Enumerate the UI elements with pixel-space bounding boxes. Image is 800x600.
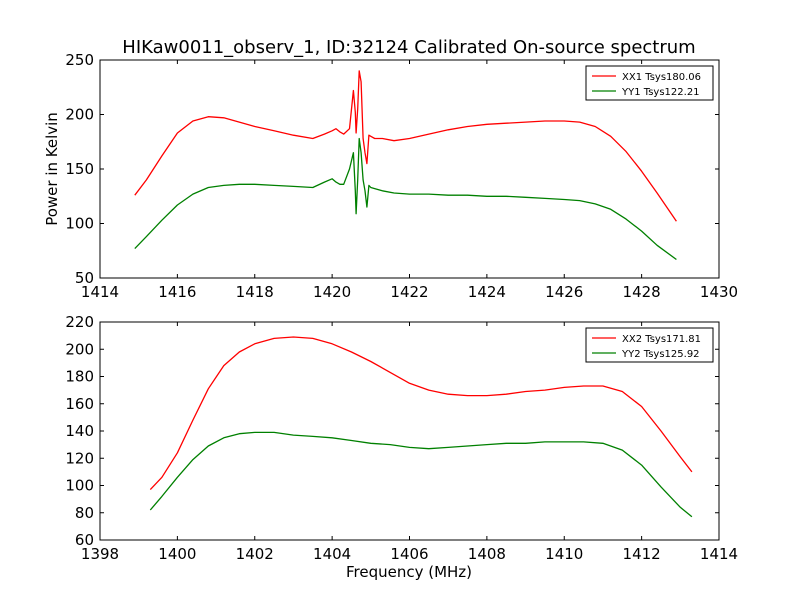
bottom-x-tick-label: 1408 [468, 545, 506, 563]
bottom-y-tick-label: 60 [75, 531, 94, 549]
bottom-legend-label-2: YY2 Tsys125.92 [621, 349, 700, 360]
bottom-y-tick-label: 220 [65, 313, 94, 331]
top-y-axis-label: Power in Kelvin [43, 112, 61, 226]
bottom-y-tick-label: 100 [65, 477, 94, 495]
bottom-y-ticks: 60 80 100 120 140 160 180 200 220 [65, 313, 719, 549]
bottom-y-tick-label: 160 [65, 395, 94, 413]
top-legend-box [585, 65, 714, 101]
top-x-ticks: 1414 1416 1418 1420 1422 1424 1426 1428 1430 [81, 60, 738, 301]
top-panel: 1414 1416 1418 1420 1422 1424 1426 1428 1430 501… [43, 51, 738, 301]
bottom-x-tick-label: 1402 [236, 545, 274, 563]
top-series-line-2 [134, 137, 677, 261]
bottom-legend-label-1: XX2 Tsys171.81 [622, 334, 701, 345]
bottom-series-layer [149, 336, 693, 518]
top-y-ticks: 50 100 150 200 250 [65, 51, 719, 287]
top-y-tick-label: 50 [75, 269, 94, 287]
top-x-tick-label: 1420 [313, 283, 351, 301]
bottom-x-tick-label: 1414 [700, 545, 738, 563]
top-legend: XX1 Tsys180.06 YY1 Tsys122.21 [585, 65, 714, 101]
top-y-tick-label: 250 [65, 51, 94, 69]
bottom-y-tick-label: 180 [65, 368, 94, 386]
top-x-tick-label: 1430 [700, 283, 738, 301]
bottom-x-tick-label: 1400 [158, 545, 196, 563]
bottom-series-line-1 [149, 336, 693, 491]
bottom-y-tick-label: 120 [65, 449, 94, 467]
bottom-y-tick-label: 80 [75, 504, 94, 522]
top-x-tick-label: 1424 [468, 283, 506, 301]
bottom-x-tick-label: 1398 [81, 545, 119, 563]
bottom-y-tick-label: 200 [65, 340, 94, 358]
bottom-x-tick-label: 1406 [390, 545, 428, 563]
top-x-tick-label: 1428 [623, 283, 661, 301]
top-y-tick-label: 100 [65, 215, 94, 233]
top-x-tick-label: 1422 [390, 283, 428, 301]
bottom-x-tick-label: 1412 [623, 545, 661, 563]
bottom-panel: 1398 1400 1402 1404 1406 1408 1410 1412 1414 60 8… [65, 313, 738, 581]
top-x-tick-label: 1414 [81, 283, 119, 301]
top-x-tick-label: 1418 [236, 283, 274, 301]
chart-title: HIKaw0011_observ_1, ID:32124 Calibrated … [122, 37, 695, 58]
top-legend-label-2: YY1 Tsys122.21 [621, 87, 700, 98]
bottom-series-line-2 [149, 431, 693, 518]
top-legend-label-1: XX1 Tsys180.06 [622, 72, 701, 83]
bottom-x-tick-label: 1410 [545, 545, 583, 563]
bottom-x-tick-label: 1404 [313, 545, 351, 563]
top-y-tick-label: 150 [65, 160, 94, 178]
bottom-x-axis-label: Frequency (MHz) [346, 563, 472, 581]
bottom-x-ticks: 1398 1400 1402 1404 1406 1408 1410 1412 1414 [81, 322, 738, 563]
top-series-line-1 [134, 70, 677, 222]
bottom-legend: XX2 Tsys171.81 YY2 Tsys125.92 [585, 327, 714, 363]
top-x-tick-label: 1416 [158, 283, 196, 301]
bottom-legend-box [585, 327, 714, 363]
top-series-layer [134, 70, 677, 261]
bottom-y-tick-label: 140 [65, 422, 94, 440]
top-y-tick-label: 200 [65, 106, 94, 124]
top-x-tick-label: 1426 [545, 283, 583, 301]
